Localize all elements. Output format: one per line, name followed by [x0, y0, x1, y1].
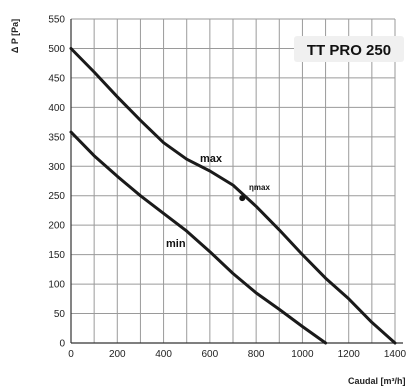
x-tick-label: 600 — [202, 349, 219, 360]
y-tick-label: 400 — [48, 103, 65, 114]
y-tick-label: 250 — [48, 191, 65, 202]
y-tick-label: 350 — [48, 132, 65, 143]
x-tick-label: 1400 — [384, 349, 407, 360]
eta-max-point — [239, 195, 246, 202]
x-tick-label: 0 — [68, 349, 74, 360]
y-tick-label: 50 — [54, 309, 66, 320]
series-label-min: min — [166, 238, 186, 250]
curves — [69, 47, 397, 345]
series-line-min — [69, 130, 328, 345]
y-tick-label: 300 — [48, 162, 65, 173]
x-tick-label: 800 — [248, 349, 265, 360]
x-axis-label: Caudal [m³/h] — [348, 376, 406, 386]
eta-max-label: ηmax — [249, 183, 270, 192]
grid — [70, 18, 403, 344]
y-tick-label: 200 — [48, 221, 65, 232]
x-tick-label: 400 — [155, 349, 172, 360]
y-axis-label: Δ P [Pa] — [10, 19, 20, 53]
series-label-max: max — [200, 153, 223, 165]
x-tick-label: 1200 — [338, 349, 361, 360]
y-tick-label: 550 — [48, 15, 65, 26]
chart-title: TT PRO 250 — [307, 42, 391, 59]
y-tick-label: 100 — [48, 280, 65, 291]
y-tick-label: 150 — [48, 250, 65, 261]
y-tick-label: 500 — [48, 44, 65, 55]
series-line-max — [69, 47, 397, 345]
y-tick-label: 450 — [48, 73, 65, 84]
x-tick-label: 200 — [109, 349, 126, 360]
x-tick-label: 1000 — [291, 349, 314, 360]
title-box — [294, 36, 404, 62]
y-tick-label: 0 — [59, 339, 65, 350]
tick-labels: 0 200 400 600 800 1000 1200 1400 0 50 100 150 200 250… — [48, 15, 406, 361]
